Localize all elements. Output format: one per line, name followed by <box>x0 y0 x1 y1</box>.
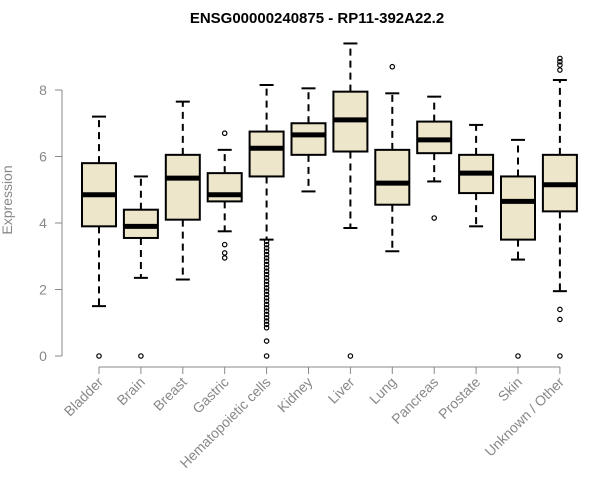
x-tick-label: Skin <box>495 374 526 405</box>
outlier-point <box>557 58 563 65</box>
y-tick-label: 4 <box>39 215 47 231</box>
y-axis: 0 2 4 6 8 <box>39 82 63 364</box>
outlier-point <box>263 298 270 304</box>
outlier-point <box>263 321 270 328</box>
outlier-point <box>557 55 563 62</box>
outlier-point <box>263 353 270 359</box>
x-tick-label: Liver <box>325 374 358 407</box>
outlier-point <box>557 67 563 73</box>
y-axis-label: Expression <box>0 165 15 234</box>
box-brain <box>122 175 159 359</box>
box-lung <box>374 63 411 253</box>
outlier-point <box>263 285 270 291</box>
boxes-group <box>81 42 578 359</box>
outlier-point <box>263 304 270 311</box>
outlier-point <box>263 338 270 344</box>
outlier-point <box>263 314 270 321</box>
outlier-point <box>557 62 563 68</box>
x-tick-label: Brain <box>114 374 148 408</box>
outlier-point <box>263 238 270 245</box>
outlier-point <box>263 281 270 288</box>
y-tick-label: 8 <box>39 82 47 98</box>
outlier-point <box>263 311 270 318</box>
outlier-point <box>96 353 102 359</box>
x-tick-label: Kidney <box>274 374 316 416</box>
outlier-point <box>557 353 563 359</box>
box-bladder <box>81 115 117 359</box>
outlier-point <box>263 261 270 268</box>
iqr-box <box>500 175 536 241</box>
outlier-point <box>221 130 228 137</box>
outlier-point <box>389 63 396 70</box>
outlier-point <box>515 353 521 359</box>
outlier-point <box>221 241 228 248</box>
box-prostate <box>458 123 495 228</box>
x-tick-label: Unknown / Other <box>481 374 567 460</box>
outlier-point <box>263 241 270 248</box>
x-tick-label: Lung <box>366 374 399 407</box>
box-skin <box>500 138 536 359</box>
outlier-point <box>263 295 270 301</box>
outlier-point <box>263 288 270 294</box>
iqr-box <box>248 130 285 178</box>
outlier-point <box>221 250 228 256</box>
x-tick-label: Pancreas <box>388 374 441 427</box>
x-tick-label: Bladder <box>61 374 107 420</box>
box-pancreas <box>416 95 453 221</box>
y-tick-label: 2 <box>39 282 47 298</box>
outlier-point <box>263 308 270 314</box>
box-breast <box>164 100 201 281</box>
x-tick-label: Prostate <box>435 374 483 422</box>
box-liver <box>332 42 369 359</box>
outlier-point <box>221 255 228 261</box>
outlier-point <box>263 268 270 275</box>
outlier-point <box>263 275 270 281</box>
box-kidney <box>290 87 327 193</box>
outlier-point <box>263 301 270 308</box>
outlier-point <box>263 291 270 298</box>
outlier-point <box>347 353 354 359</box>
outlier-point <box>263 245 270 251</box>
outlier-point <box>263 258 270 265</box>
outlier-point <box>263 278 270 284</box>
outlier-point <box>263 265 270 271</box>
outlier-point <box>263 255 270 261</box>
outlier-point <box>557 316 563 323</box>
outlier-point <box>263 271 270 278</box>
outlier-point <box>263 251 270 258</box>
outlier-point <box>263 324 270 331</box>
outlier-point <box>138 353 144 359</box>
box-unknown-other <box>541 55 578 359</box>
outlier-point <box>557 306 563 313</box>
iqr-box <box>164 153 201 221</box>
iqr-box <box>290 122 327 156</box>
y-tick-label: 6 <box>39 149 47 165</box>
y-tick-label: 0 <box>39 348 47 364</box>
x-tick-label: Breast <box>150 374 190 414</box>
outlier-point <box>431 215 438 221</box>
chart-title: ENSG00000240875 - RP11-392A22.2 <box>190 10 444 27</box>
iqr-box <box>374 148 411 206</box>
outlier-point <box>263 248 270 255</box>
box-gastric <box>206 130 243 261</box>
outlier-point <box>263 318 270 324</box>
box-hematopoietic-cells <box>248 84 285 359</box>
